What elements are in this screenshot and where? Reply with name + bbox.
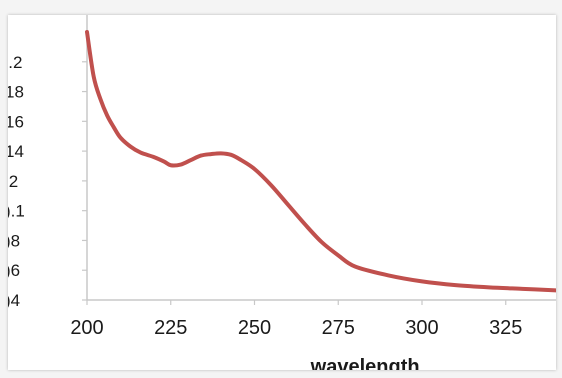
y-axis-ticks: )4 )6 )8 ).1 l2 14 16 18 '.2 [8, 53, 87, 310]
y-tick-label: l2 [8, 172, 18, 191]
series-line [85, 30, 556, 293]
chart-panel: )4)6)8).1l2141618'.2 200225250275300325 … [8, 15, 556, 370]
y-tick-label: '.2 [8, 53, 22, 72]
x-tick-label: 300 [405, 317, 438, 339]
y-tick-label: 16 [8, 112, 24, 131]
y-tick-label: ).1 [8, 202, 25, 221]
x-tick-label: 275 [322, 317, 355, 339]
x-tick-label: 250 [238, 317, 271, 339]
y-tick-label: )6 [8, 261, 20, 280]
x-axis-ticks: 200 225 250 275 300 325 [70, 300, 522, 339]
y-tick-label: 18 [8, 83, 24, 102]
x-tick-label: 325 [489, 317, 522, 339]
x-tick-label: 200 [70, 317, 103, 339]
x-tick-label: 225 [154, 317, 187, 339]
y-tick-label: )8 [8, 231, 20, 250]
x-axis-title: wavelength [310, 356, 420, 370]
y-tick-label: 14 [8, 142, 24, 161]
y-tick-label: )4 [8, 291, 20, 310]
line-chart: )4)6)8).1l2141618'.2 200225250275300325 … [8, 15, 556, 370]
